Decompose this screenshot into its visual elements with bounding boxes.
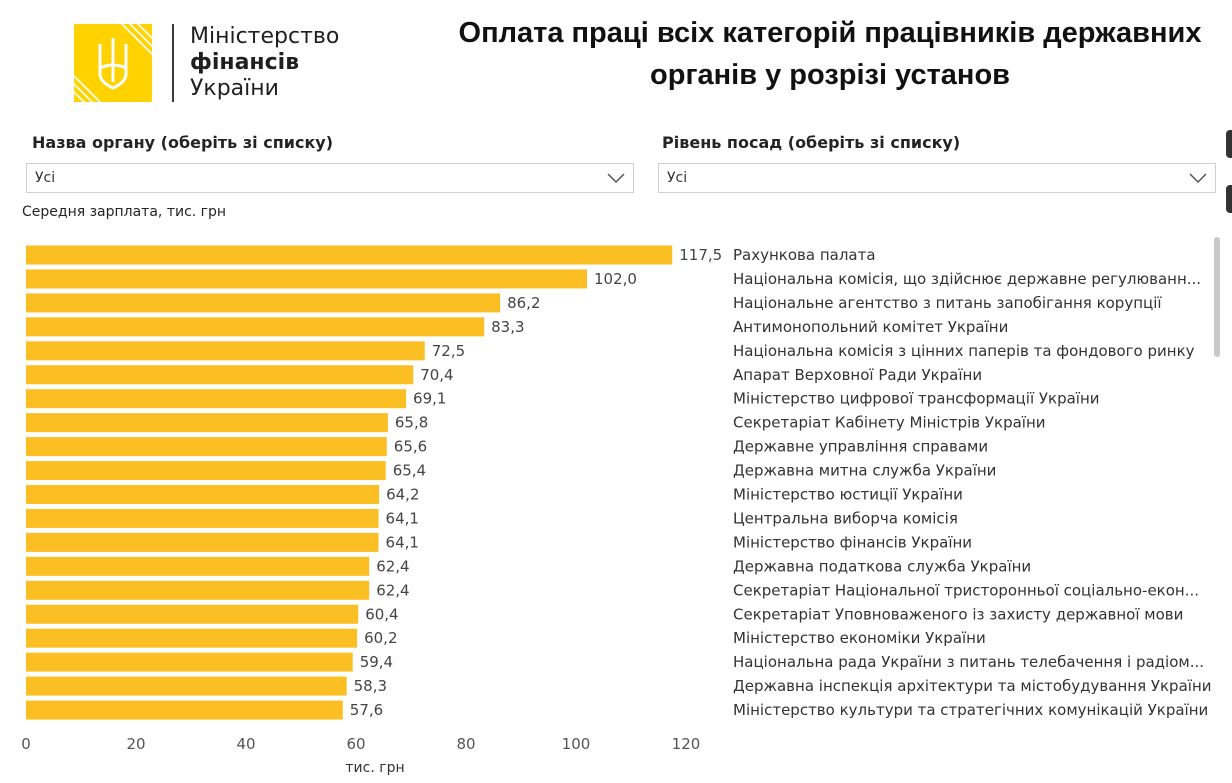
x-tick-label: 120 <box>672 735 701 753</box>
ministry-name-line2: фінансів <box>190 50 300 75</box>
x-tick-label: 0 <box>21 735 31 753</box>
bar[interactable] <box>26 365 414 385</box>
salary-bar-chart: 117,5 Рахункова палата 102,0 Національна ко… <box>21 245 1212 776</box>
bar-value-label: 69,1 <box>413 390 446 408</box>
bar[interactable] <box>26 556 370 576</box>
ministry-name-line3: України <box>190 76 279 101</box>
bar-category-label: Апарат Верховної Ради України <box>733 366 982 384</box>
bar-value-label: 64,1 <box>386 533 419 551</box>
bar-category-label: Державна митна служба України <box>733 462 996 480</box>
bar-category-label: Міністерство фінансів України <box>733 533 972 551</box>
bar-value-label: 117,5 <box>679 246 722 264</box>
ministry-logo <box>74 24 152 102</box>
x-tick-label: 100 <box>562 735 591 753</box>
level-filter-dropdown[interactable]: Усі <box>658 163 1216 193</box>
org-filter-dropdown[interactable]: Усі <box>26 163 634 193</box>
bar-value-label: 65,4 <box>393 462 426 480</box>
trident-emblem-icon <box>74 24 152 102</box>
bar-category-label: Міністерство цифрової трансформації Укра… <box>733 390 1100 408</box>
bar[interactable] <box>26 508 379 528</box>
bar-category-label: Національна комісія, що здійснює державн… <box>733 270 1201 288</box>
chart-title: Середня зарплата, тис. грн <box>22 204 227 220</box>
org-filter-value: Усі <box>35 170 56 186</box>
bar[interactable] <box>26 580 370 600</box>
bar-category-label: Національна комісія з цінних паперів та … <box>733 342 1195 360</box>
bar-category-label: Міністерство культури та стратегічних ко… <box>733 701 1208 719</box>
bar-category-label: Антимонопольний комітет України <box>733 318 1008 336</box>
bar[interactable] <box>26 269 587 289</box>
bar-category-label: Секретаріат Кабінету Міністрів України <box>733 414 1046 432</box>
bar-value-label: 58,3 <box>354 677 387 695</box>
bar-category-label: Державне управління справами <box>733 438 988 456</box>
bar-value-label: 86,2 <box>507 294 540 312</box>
bar-value-label: 57,6 <box>350 701 383 719</box>
level-filter-value: Усі <box>667 170 688 186</box>
x-tick-label: 80 <box>456 735 475 753</box>
x-tick-label: 60 <box>346 735 365 753</box>
bar-category-label: Державна інспекція архітектури та містоб… <box>733 677 1212 695</box>
bar[interactable] <box>26 461 386 481</box>
bar-value-label: 64,1 <box>386 509 419 527</box>
bar-value-label: 72,5 <box>432 342 465 360</box>
bar[interactable] <box>26 413 388 433</box>
logo-divider <box>172 24 174 102</box>
side-panel-handle-bottom[interactable] <box>1226 185 1232 213</box>
bar-value-label: 60,2 <box>364 629 397 647</box>
bar[interactable] <box>26 652 353 672</box>
bar-category-label: Міністерство юстиції України <box>733 486 963 504</box>
x-tick-label: 40 <box>236 735 255 753</box>
bar[interactable] <box>26 317 485 337</box>
bar-category-label: Секретаріат Уповноваженого із захисту де… <box>733 605 1183 623</box>
bar[interactable] <box>26 532 379 552</box>
bar-category-label: Рахункова палата <box>733 246 876 264</box>
bar[interactable] <box>26 245 673 265</box>
x-tick-label: 20 <box>126 735 145 753</box>
bar-value-label: 60,4 <box>365 605 398 623</box>
chart-scrollbar[interactable] <box>1214 237 1220 357</box>
bar-category-label: Міністерство економіки України <box>733 629 986 647</box>
bar[interactable] <box>26 604 359 624</box>
bar-value-label: 65,8 <box>395 414 428 432</box>
bar[interactable] <box>26 389 407 409</box>
bar-value-label: 70,4 <box>420 366 453 384</box>
x-axis-title: тис. грн <box>345 760 404 776</box>
bar[interactable] <box>26 676 347 696</box>
bar[interactable] <box>26 293 501 313</box>
bar[interactable] <box>26 485 380 504</box>
ministry-name: Міністерство фінансів України <box>190 24 339 102</box>
side-panel-handle-top[interactable] <box>1226 130 1232 158</box>
bar[interactable] <box>26 700 343 720</box>
bar-value-label: 64,2 <box>386 486 419 504</box>
bar-value-label: 59,4 <box>360 653 393 671</box>
org-filter-label: Назва органу (оберіть зі списку) <box>32 133 334 152</box>
chevron-down-icon <box>607 173 625 184</box>
bar-value-label: 65,6 <box>394 438 427 456</box>
bar[interactable] <box>26 628 358 648</box>
bar-value-label: 83,3 <box>491 318 524 336</box>
level-filter-label: Рівень посад (оберіть зі списку) <box>662 133 961 152</box>
bar-category-label: Центральна виборча комісія <box>733 509 958 527</box>
bar[interactable] <box>26 437 387 457</box>
page-title: Оплата праці всіх категорій працівників … <box>458 17 1202 91</box>
ministry-name-line1: Міністерство <box>190 24 340 49</box>
bar-value-label: 62,4 <box>376 557 409 575</box>
bar-category-label: Секретаріат Національної тристоронньої с… <box>733 581 1199 599</box>
bar[interactable] <box>26 341 425 361</box>
bar-category-label: Національне агентство з питань запобіган… <box>733 294 1162 312</box>
bar-value-label: 62,4 <box>376 581 409 599</box>
bar-category-label: Національна рада України з питань телеба… <box>733 653 1204 671</box>
bar-category-label: Державна податкова служба України <box>733 557 1031 575</box>
chevron-down-icon <box>1189 173 1207 184</box>
bar-value-label: 102,0 <box>594 270 637 288</box>
